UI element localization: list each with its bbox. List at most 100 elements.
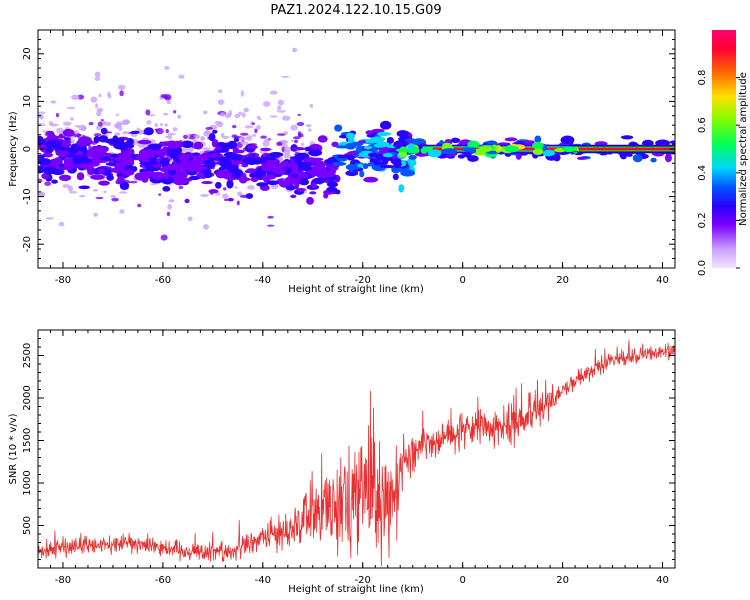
spectral-blob [45,140,57,149]
spectral-blob [323,192,329,199]
spectral-blob [147,143,162,151]
spectral-speckle [231,134,238,139]
spectral-blob [363,145,373,150]
spectral-speckle [145,109,151,116]
spectral-speckle [95,196,104,200]
spectral-blob [567,141,574,146]
spectral-blob [479,146,493,152]
spectral-blob [116,152,128,159]
spectral-speckle [78,195,86,198]
spectral-blob [168,150,180,159]
spectral-speckle [159,123,164,127]
spectral-speckle [260,135,267,139]
spectral-blob [299,178,310,186]
spectral-speckle [262,101,271,107]
spectral-speckle [292,136,301,140]
colorbar-tick-label: 0.2 [697,212,708,228]
spectral-speckle [38,191,46,198]
snr-panel: -80 -60 -40 -20 0 20 40 500 1000 1500 2000 2500 Hei… [8,329,676,595]
spectral-blob [357,163,364,168]
spectral-speckle [237,111,243,116]
spectral-speckle [164,94,172,101]
spectral-blob [632,154,643,163]
spectral-blob [91,168,99,173]
spectral-blob [227,197,234,202]
colorbar-tick-label: 0.6 [697,117,708,133]
spectral-speckle [283,131,289,135]
spectral-speckle [188,135,196,140]
spectral-blob [347,151,359,156]
spectral-blob [562,146,578,153]
spectral-blob [130,130,140,134]
spectral-blob [266,180,279,186]
spectral-speckle [177,114,182,119]
spectral-blob [196,154,208,159]
spectral-blob [78,185,91,190]
spectral-speckle [283,150,291,155]
spectral-blob [344,142,357,150]
spectral-speckle [68,190,78,194]
spectral-speckle [137,203,142,208]
spectral-blob [261,163,275,172]
spectral-blob [324,177,339,181]
spectral-speckle [122,131,130,135]
x-tick-label: 20 [556,575,569,586]
spectral-speckle [38,178,43,183]
spectral-speckle [45,217,55,220]
spectral-speckle [269,115,278,118]
spectral-speckle [118,191,128,194]
spectrogram-panel: -80 -60 -40 -20 0 20 40 -20 -10 0 10 20 Height of s… [8,29,676,295]
spectral-speckle [119,90,124,97]
spectral-speckle [243,107,249,113]
spectral-speckle [232,125,237,129]
spectral-blob [312,177,326,185]
spectral-speckle [236,200,240,206]
spectral-speckle [114,132,121,136]
spectral-speckle [256,124,261,130]
spectral-blob [290,194,297,199]
spectral-speckle [94,76,101,81]
spectral-blob [72,155,86,165]
spectral-blob [256,182,269,187]
spectral-speckle [263,138,271,142]
spectral-blob [76,172,85,181]
spectral-speckle [223,187,227,191]
spectral-blob [90,174,105,180]
spectral-speckle [281,75,290,78]
spectral-blob [467,140,480,149]
spectral-speckle [111,197,119,202]
spectral-blob [532,148,544,155]
spectral-speckle [202,147,211,150]
spectral-blob [345,163,358,171]
spectrogram-ylabel: Frequency (Hz) [8,111,19,187]
spectral-blob [208,189,219,194]
spectral-blob [553,153,561,162]
spectral-blob [63,137,71,141]
y-tick-label: -10 [22,188,33,204]
spectral-blob [233,137,240,143]
spectral-speckle [103,175,108,179]
spectral-blob [386,137,394,144]
spectral-blob [250,176,259,183]
spectral-speckle [58,221,65,227]
spectral-blob [106,174,114,181]
spectral-speckle [93,212,99,217]
spectral-speckle [184,146,194,153]
spectral-blob [110,153,120,158]
spectral-blob [249,172,264,179]
spectrogram-heatmap [38,47,675,241]
spectral-blob [380,164,396,169]
spectral-speckle [163,112,169,116]
y-tick-label: 20 [22,47,33,60]
spectral-blob [229,154,245,161]
spectral-blob [245,193,254,199]
spectral-blob [48,132,56,140]
spectral-blob [62,128,75,137]
spectral-speckle [164,65,170,70]
spectral-blob [362,163,369,169]
spectral-blob [373,143,387,148]
spectral-blob [94,151,106,158]
spectral-blob [457,154,466,159]
spectral-speckle [107,91,111,97]
colorbar-gradient [712,30,736,268]
